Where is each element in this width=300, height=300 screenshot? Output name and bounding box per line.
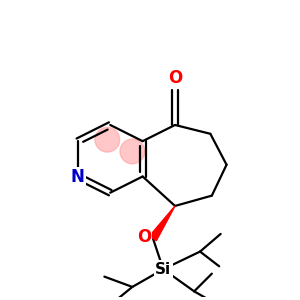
Circle shape — [95, 127, 120, 152]
Polygon shape — [149, 206, 175, 241]
Text: N: N — [71, 167, 85, 185]
Text: Si: Si — [155, 262, 171, 277]
Text: O: O — [137, 228, 151, 246]
Circle shape — [120, 139, 145, 164]
Text: O: O — [168, 69, 182, 87]
